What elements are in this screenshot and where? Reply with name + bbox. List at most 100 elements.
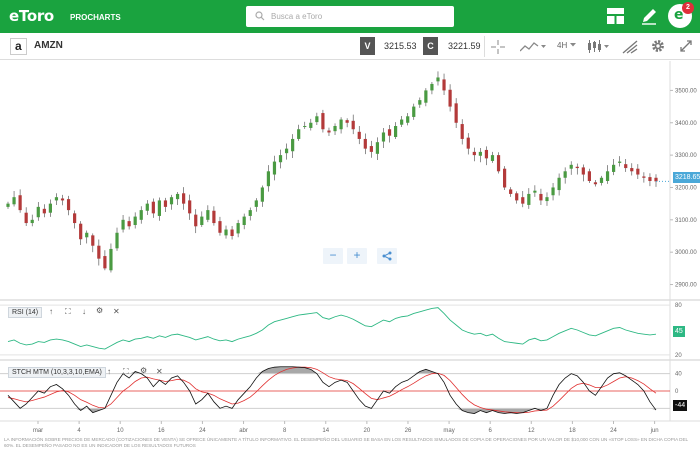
bull-candle (36, 206, 40, 218)
bear-candle (79, 223, 83, 240)
search-input[interactable] (271, 8, 446, 25)
compare-icon[interactable] (520, 40, 546, 54)
bear-candle (218, 221, 222, 233)
rsi-line (7, 307, 657, 350)
bull-candle (6, 203, 10, 207)
bear-candle (127, 221, 131, 227)
fullscreen-icon[interactable] (679, 39, 693, 53)
move-up-icon[interactable]: ↑ (49, 307, 53, 316)
bear-candle (630, 168, 634, 172)
expand-icon[interactable]: ⛶ (65, 307, 71, 316)
stch-expand-icon[interactable]: ⛶ (123, 367, 129, 376)
bull-candle (393, 126, 398, 137)
bull-candle (599, 177, 604, 183)
stch-d-line (7, 366, 657, 414)
zoom-out-button[interactable]: − (323, 248, 343, 264)
zoom-in-button[interactable]: + (347, 248, 367, 264)
timeframe-select[interactable]: 4H (557, 41, 568, 50)
bull-candle (85, 232, 89, 238)
candles-icon[interactable] (587, 39, 611, 54)
bull-candle (490, 155, 495, 161)
x-tick-label: mar (33, 428, 43, 434)
y-tick-label: 3300.00 (675, 153, 697, 159)
etoro-logo[interactable]: eToro (9, 7, 54, 25)
bear-candle (460, 124, 464, 139)
stch-settings-gear-icon[interactable]: ⚙ (140, 366, 148, 375)
rsi-settings-gear-icon[interactable]: ⚙ (96, 306, 104, 315)
bull-candle (309, 122, 313, 128)
bull-candle (121, 219, 125, 230)
bear-candle (321, 113, 325, 130)
bull-candle (400, 119, 404, 125)
stch-value-tag: -44 (673, 400, 688, 411)
bull-candle (157, 200, 162, 216)
bear-candle (97, 245, 101, 259)
sell-button[interactable]: V (360, 37, 375, 55)
rsi-label[interactable]: RSI (14) (8, 307, 43, 318)
x-tick-label: 24 (199, 428, 206, 434)
bull-candle (145, 203, 149, 211)
price-chart[interactable]: mar 4 10 16 24 abr 8 14 20 26 may 6 12 18 24 jun 2900.00… (0, 61, 700, 435)
stch-close-icon[interactable]: ✕ (156, 367, 163, 376)
settings-gear-icon[interactable] (651, 39, 665, 53)
bull-candle (236, 223, 240, 234)
chart-toolbar: a AMZN V 3215.53 C 3221.59 4H (0, 33, 700, 60)
bull-candle (297, 129, 301, 139)
stch-mtm-label[interactable]: STCH MTM (10,3,3,10,EMA) (8, 367, 106, 378)
rsi-tick-label: 80 (675, 303, 682, 309)
bear-candle (42, 208, 46, 214)
bear-candle (18, 195, 22, 211)
bull-candle (333, 126, 337, 132)
bull-candle (339, 119, 343, 130)
bear-candle (357, 131, 361, 139)
drawing-tools-icon[interactable] (622, 40, 638, 54)
bear-candle (636, 168, 640, 175)
bull-candle (412, 106, 416, 117)
bull-candle (169, 197, 174, 205)
bull-candle (430, 83, 434, 91)
bull-candle (557, 177, 561, 191)
crosshair-icon[interactable] (491, 40, 505, 54)
x-tick-label: 14 (322, 428, 329, 434)
bull-candle (260, 187, 264, 202)
x-tick-label: 8 (283, 428, 287, 434)
buy-button[interactable]: C (423, 37, 438, 55)
bull-candle (612, 164, 616, 172)
toolbar-divider (484, 36, 485, 57)
bull-candle (266, 171, 271, 187)
y-tick-label: 2900.00 (675, 283, 697, 289)
x-tick-label: 12 (528, 428, 535, 434)
search-box[interactable] (246, 6, 454, 27)
bull-candle (406, 116, 410, 123)
timeframe-caret-icon (570, 43, 576, 47)
bull-candle (242, 216, 246, 225)
share-button[interactable] (377, 248, 397, 264)
y-tick-label: 3000.00 (675, 250, 697, 256)
symbol-label[interactable]: AMZN (34, 40, 63, 51)
procharts-label: PROCHARTS (70, 13, 121, 22)
bear-candle (575, 166, 579, 169)
bull-candle (30, 219, 34, 224)
bull-candle (545, 197, 549, 202)
bear-candle (648, 177, 652, 181)
bull-candle (115, 232, 119, 249)
bear-candle (502, 168, 507, 188)
bear-candle (182, 193, 186, 204)
bull-candle (315, 116, 319, 123)
bull-candle (175, 193, 180, 200)
pencil-icon[interactable] (640, 7, 658, 25)
bear-candle (496, 155, 501, 172)
move-down-icon[interactable]: ↓ (82, 307, 86, 316)
bear-candle (194, 214, 198, 227)
stch-k-line (7, 366, 657, 414)
x-tick-label: 16 (158, 428, 165, 434)
bear-candle (448, 89, 452, 107)
rsi-value-tag: 45 (673, 326, 685, 337)
bear-candle (60, 198, 65, 201)
bear-candle (642, 176, 646, 178)
bear-candle (484, 149, 489, 159)
user-avatar[interactable]: e 2 (668, 2, 694, 28)
layout-icon[interactable] (606, 7, 625, 25)
stch-move-up-icon[interactable]: ↑ (107, 367, 111, 376)
rsi-close-icon[interactable]: ✕ (113, 307, 120, 316)
